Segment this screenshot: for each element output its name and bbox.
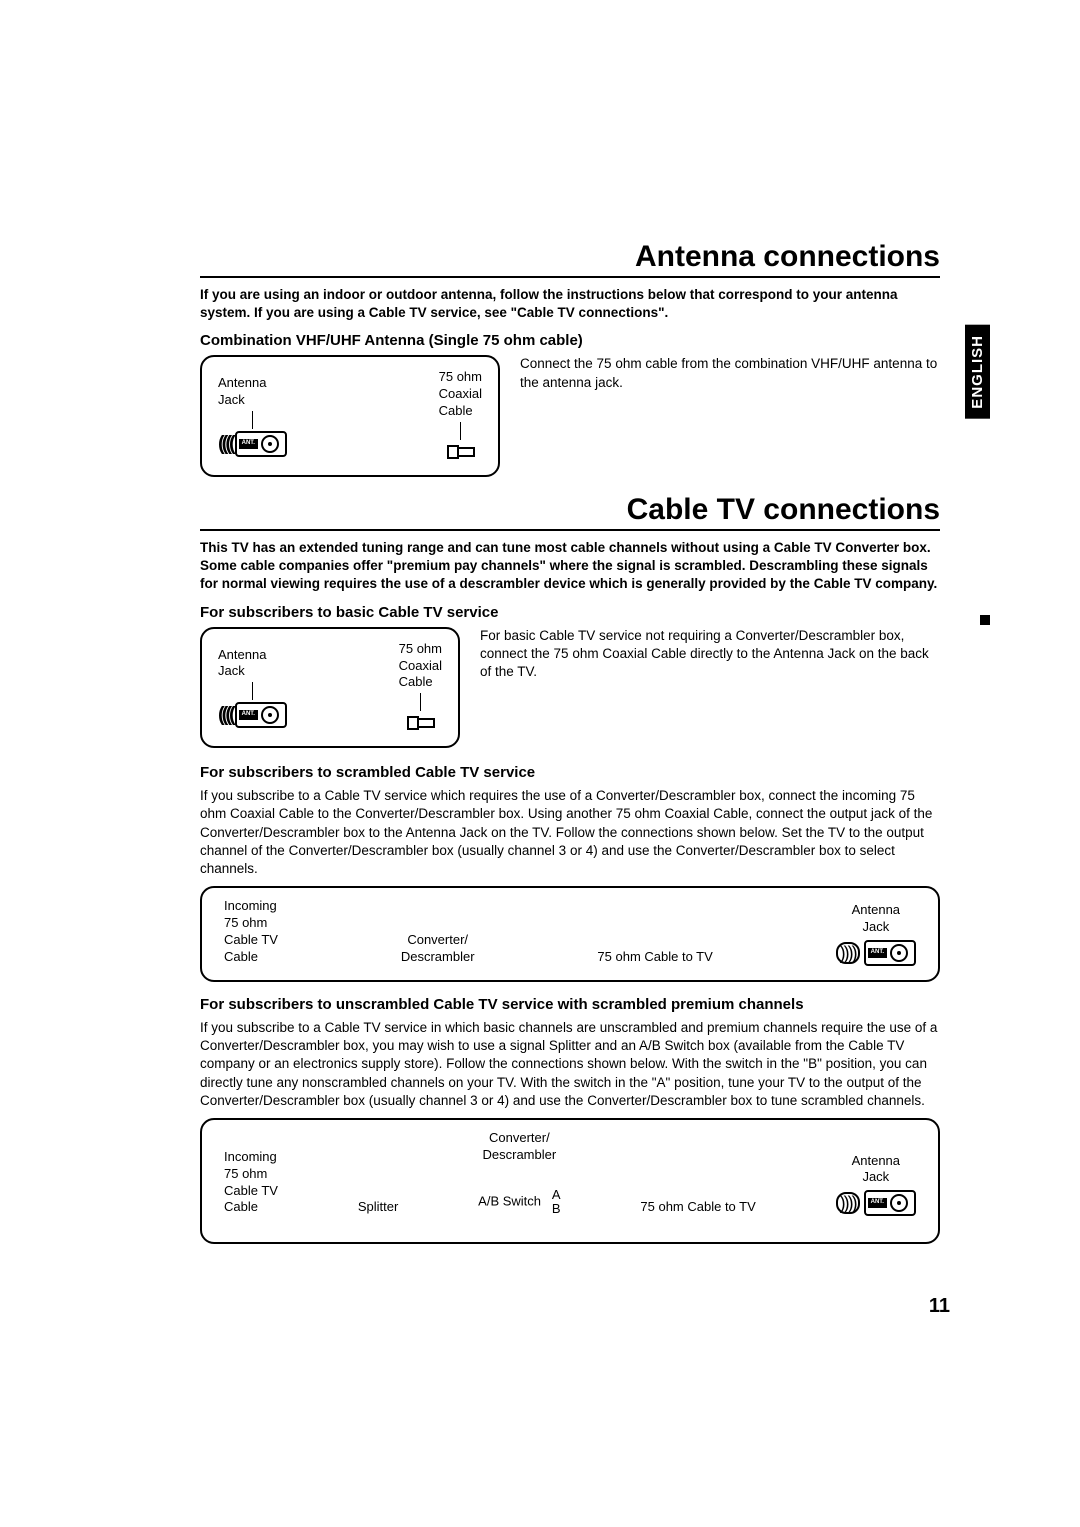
- antenna-jack-box: ANT.: [864, 940, 916, 966]
- cable-scrambled-body: If you subscribe to a Cable TV service w…: [200, 787, 940, 878]
- label-coax-2: 75 ohm Coaxial Cable: [399, 641, 442, 692]
- coil-icon: )))): [836, 1192, 860, 1214]
- twisted-cable-icon: ((((: [218, 702, 233, 728]
- ant-label: ANT.: [868, 1198, 887, 1208]
- label-antenna-jack-2: Antenna Jack: [218, 647, 287, 681]
- cable-unscrambled-body: If you subscribe to a Cable TV service i…: [200, 1019, 940, 1110]
- antenna-diagram-row: Antenna Jack (((( ANT. 75 ohm Coaxial Ca…: [200, 355, 940, 477]
- antenna-jack-box: ANT.: [864, 1190, 916, 1216]
- ant-label: ANT.: [868, 948, 887, 958]
- antenna-intro: If you are using an indoor or outdoor an…: [200, 286, 940, 322]
- jack-icon: [890, 1194, 908, 1212]
- antenna-jack-box: ANT.: [235, 431, 287, 457]
- cable-subhead-2: For subscribers to scrambled Cable TV se…: [200, 764, 940, 781]
- manual-page: ENGLISH Antenna connections If you are u…: [200, 240, 940, 1258]
- label-coax: 75 ohm Coaxial Cable: [439, 369, 482, 420]
- marker-square: [980, 615, 990, 625]
- antenna-jack-box: ANT.: [235, 702, 287, 728]
- cable-basic-diagram: Antenna Jack (((( ANT. 75 ohm Coaxial Ca…: [200, 627, 460, 749]
- label-antenna-jack-4: Antenna Jack: [836, 1153, 916, 1187]
- cable-subhead-3: For subscribers to unscrambled Cable TV …: [200, 996, 940, 1013]
- coax-plug-icon: [407, 713, 433, 729]
- section-title-cable: Cable TV connections: [200, 493, 940, 531]
- antenna-subhead-1: Combination VHF/UHF Antenna (Single 75 o…: [200, 332, 940, 349]
- ant-label: ANT.: [239, 710, 258, 720]
- language-tab: ENGLISH: [965, 325, 990, 419]
- label-a: A: [552, 1187, 561, 1202]
- label-antenna-jack: Antenna Jack: [218, 375, 287, 409]
- label-abswitch: A/B Switch: [478, 1193, 541, 1208]
- label-antenna-jack-3: Antenna Jack: [836, 902, 916, 936]
- page-number: 11: [929, 1295, 950, 1318]
- label-splitter: Splitter: [358, 1199, 398, 1216]
- cable-scrambled-diagram: Incoming 75 ohm Cable TV Cable Converter…: [200, 886, 940, 982]
- section-title-antenna: Antenna connections: [200, 240, 940, 278]
- label-incoming-2: Incoming 75 ohm Cable TV Cable: [224, 1149, 278, 1217]
- label-cable-to-tv-2: 75 ohm Cable to TV: [640, 1199, 755, 1216]
- jack-icon: [890, 944, 908, 962]
- cable-subhead-1: For subscribers to basic Cable TV servic…: [200, 604, 940, 621]
- cable-unscrambled-diagram: Incoming 75 ohm Cable TV Cable Splitter …: [200, 1118, 940, 1244]
- label-converter: Converter/ Descrambler: [401, 932, 475, 966]
- label-incoming: Incoming 75 ohm Cable TV Cable: [224, 898, 278, 966]
- cable-basic-side-text: For basic Cable TV service not requiring…: [480, 627, 940, 682]
- antenna-side-text: Connect the 75 ohm cable from the combin…: [520, 355, 940, 391]
- twisted-cable-icon: ((((: [218, 431, 233, 457]
- jack-icon: [261, 706, 279, 724]
- ant-label: ANT.: [239, 439, 258, 449]
- coax-plug-icon: [447, 442, 473, 458]
- cable-basic-row: Antenna Jack (((( ANT. 75 ohm Coaxial Ca…: [200, 627, 940, 749]
- coil-icon: )))): [836, 942, 860, 964]
- jack-icon: [261, 435, 279, 453]
- label-cable-to-tv: 75 ohm Cable to TV: [597, 949, 712, 966]
- antenna-diagram-box: Antenna Jack (((( ANT. 75 ohm Coaxial Ca…: [200, 355, 500, 477]
- label-converter-2: Converter/ Descrambler: [478, 1130, 560, 1164]
- cable-intro: This TV has an extended tuning range and…: [200, 539, 940, 594]
- label-b: B: [552, 1201, 561, 1216]
